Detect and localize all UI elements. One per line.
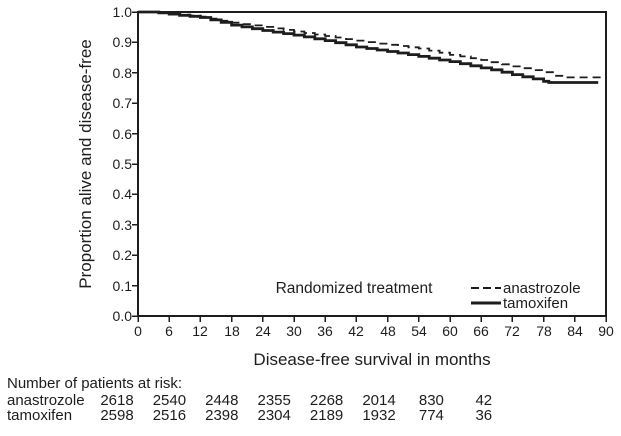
legend-line-dashed-icon xyxy=(471,287,501,289)
x-tick-label-18: 18 xyxy=(224,323,240,339)
legend-title: Randomized treatment xyxy=(275,280,433,297)
y-tick-label-0.8: 0.8 xyxy=(112,65,132,81)
series-tamoxifen-curve xyxy=(138,10,599,84)
risk-count-anastrozole-3: 2355 xyxy=(257,392,291,409)
y-tick-label-0.0: 0.0 xyxy=(112,308,132,324)
y-tick-label-0.7: 0.7 xyxy=(112,95,132,111)
risk-count-anastrozole-6: 830 xyxy=(418,392,444,409)
risk-count-tamoxifen-6: 774 xyxy=(418,407,444,424)
risk-count-anastrozole-4: 2268 xyxy=(309,392,344,409)
y-tick-label-0.2: 0.2 xyxy=(112,247,132,263)
x-tick-label-0: 0 xyxy=(134,323,142,339)
plot-frame xyxy=(137,11,607,317)
series-anastrozole-curve xyxy=(138,11,604,79)
legend-item-tamoxifen: tamoxifen xyxy=(503,295,569,312)
risk-count-tamoxifen-0: 2598 xyxy=(100,407,134,424)
x-tick-label-36: 36 xyxy=(317,323,333,339)
x-tick-label-48: 48 xyxy=(380,323,396,339)
x-tick-label-30: 30 xyxy=(286,323,302,339)
x-tick-label-90: 90 xyxy=(598,323,614,339)
y-axis-title: Proportion alive and disease-free xyxy=(76,39,95,289)
y-tick-label-1.0: 1.0 xyxy=(112,4,132,20)
y-tick-label-0.6: 0.6 xyxy=(112,126,132,142)
risk-row-label-tamoxifen: tamoxifen xyxy=(7,407,73,424)
risk-count-tamoxifen-7: 36 xyxy=(475,407,493,424)
risk-count-anastrozole-0: 2618 xyxy=(100,392,134,409)
risk-count-tamoxifen-3: 2304 xyxy=(257,407,291,424)
risk-count-tamoxifen-1: 2516 xyxy=(152,407,187,424)
y-tick-label-0.3: 0.3 xyxy=(112,217,132,233)
risk-count-tamoxifen-5: 1932 xyxy=(362,407,396,424)
y-tick-label-0.4: 0.4 xyxy=(112,186,132,202)
x-tick-label-60: 60 xyxy=(442,323,458,339)
x-tick-label-66: 66 xyxy=(473,323,489,339)
x-tick-label-12: 12 xyxy=(192,323,208,339)
risk-row-label-anastrozole: anastrozole xyxy=(7,392,85,409)
risk-count-tamoxifen-4: 2189 xyxy=(309,407,344,424)
risk-count-tamoxifen-2: 2398 xyxy=(205,407,239,424)
x-tick-label-42: 42 xyxy=(348,323,364,339)
x-tick-label-72: 72 xyxy=(504,323,520,339)
risk-count-anastrozole-1: 2540 xyxy=(152,392,187,409)
risk-count-anastrozole-2: 2448 xyxy=(205,392,239,409)
risk-count-anastrozole-5: 2014 xyxy=(362,392,396,409)
risk-table-heading: Number of patients at risk: xyxy=(7,375,183,392)
x-tick-label-6: 6 xyxy=(165,323,173,339)
x-tick-label-54: 54 xyxy=(411,323,427,339)
risk-count-anastrozole-7: 42 xyxy=(475,392,493,409)
x-axis-title: Disease-free survival in months xyxy=(253,350,491,369)
y-tick-label-0.1: 0.1 xyxy=(112,278,132,294)
legend-item-anastrozole: anastrozole xyxy=(503,280,581,297)
legend-line-solid-icon xyxy=(471,301,501,305)
x-tick-label-78: 78 xyxy=(536,323,552,339)
x-tick-label-84: 84 xyxy=(567,323,583,339)
x-tick-label-24: 24 xyxy=(255,323,271,339)
y-tick-label-0.5: 0.5 xyxy=(112,156,132,172)
y-tick-label-0.9: 0.9 xyxy=(112,34,132,50)
